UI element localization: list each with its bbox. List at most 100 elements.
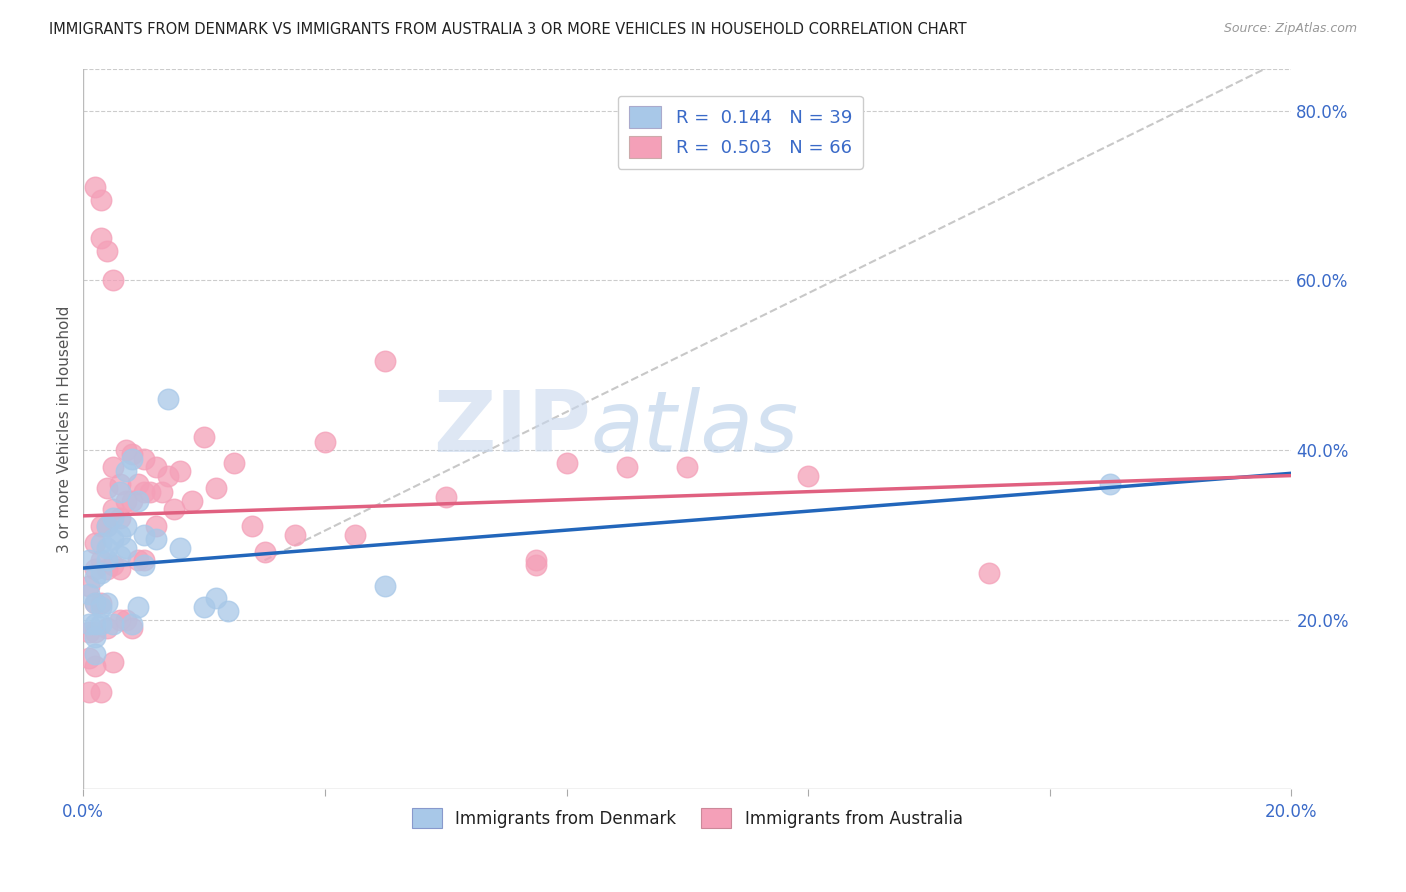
Point xyxy=(284,528,307,542)
Point xyxy=(79,625,101,640)
Text: IMMIGRANTS FROM DENMARK VS IMMIGRANTS FROM AUSTRALIA 3 OR MORE VEHICLES IN HOUSE: IMMIGRANTS FROM DENMARK VS IMMIGRANTS FR… xyxy=(49,22,967,37)
Point xyxy=(103,460,125,475)
Point xyxy=(114,541,136,555)
Point xyxy=(121,447,143,461)
Point xyxy=(108,613,131,627)
Point xyxy=(103,655,125,669)
Point xyxy=(253,545,276,559)
Point xyxy=(163,502,186,516)
Point xyxy=(127,494,149,508)
Point xyxy=(90,231,112,245)
Point xyxy=(169,541,191,555)
Point xyxy=(797,468,820,483)
Point xyxy=(84,647,107,661)
Point xyxy=(132,553,155,567)
Point xyxy=(114,613,136,627)
Point xyxy=(132,485,155,500)
Point xyxy=(114,464,136,478)
Point xyxy=(114,494,136,508)
Point xyxy=(114,519,136,533)
Point xyxy=(79,650,101,665)
Point xyxy=(121,494,143,508)
Point xyxy=(79,684,101,698)
Point xyxy=(84,659,107,673)
Point xyxy=(132,528,155,542)
Point xyxy=(90,596,112,610)
Point xyxy=(79,579,101,593)
Point xyxy=(132,451,155,466)
Point xyxy=(96,541,118,555)
Point xyxy=(676,460,699,475)
Point xyxy=(555,456,578,470)
Point xyxy=(108,528,131,542)
Point xyxy=(205,481,228,495)
Point xyxy=(1099,477,1122,491)
Point xyxy=(108,562,131,576)
Point xyxy=(90,566,112,580)
Point xyxy=(193,430,215,444)
Point xyxy=(90,616,112,631)
Point xyxy=(616,460,638,475)
Point xyxy=(145,532,167,546)
Point xyxy=(103,532,125,546)
Point xyxy=(96,621,118,635)
Point xyxy=(344,528,367,542)
Point xyxy=(145,460,167,475)
Point xyxy=(145,519,167,533)
Point xyxy=(90,193,112,207)
Point xyxy=(314,434,336,449)
Point xyxy=(90,599,112,614)
Point xyxy=(96,553,118,567)
Point xyxy=(84,596,107,610)
Point xyxy=(84,630,107,644)
Point xyxy=(103,558,125,572)
Point xyxy=(103,616,125,631)
Point xyxy=(121,621,143,635)
Point xyxy=(127,599,149,614)
Point xyxy=(84,570,107,584)
Point xyxy=(156,392,179,407)
Text: ZIP: ZIP xyxy=(433,387,591,470)
Point xyxy=(90,519,112,533)
Point xyxy=(181,494,204,508)
Point xyxy=(84,596,107,610)
Point xyxy=(103,502,125,516)
Point xyxy=(205,591,228,606)
Y-axis label: 3 or more Vehicles in Household: 3 or more Vehicles in Household xyxy=(58,305,72,552)
Point xyxy=(121,451,143,466)
Point xyxy=(96,562,118,576)
Point xyxy=(374,579,396,593)
Point xyxy=(96,519,118,533)
Legend: Immigrants from Denmark, Immigrants from Australia: Immigrants from Denmark, Immigrants from… xyxy=(405,801,970,835)
Point xyxy=(96,481,118,495)
Point xyxy=(524,558,547,572)
Point xyxy=(103,511,125,525)
Point xyxy=(79,616,101,631)
Point xyxy=(217,604,239,618)
Point xyxy=(121,616,143,631)
Point xyxy=(108,511,131,525)
Point xyxy=(90,684,112,698)
Point xyxy=(242,519,264,533)
Point xyxy=(127,553,149,567)
Point xyxy=(103,273,125,287)
Point xyxy=(90,553,112,567)
Point xyxy=(90,536,112,550)
Point xyxy=(374,354,396,368)
Point xyxy=(79,587,101,601)
Point xyxy=(150,485,173,500)
Text: Source: ZipAtlas.com: Source: ZipAtlas.com xyxy=(1223,22,1357,36)
Point xyxy=(96,519,118,533)
Point xyxy=(79,553,101,567)
Text: atlas: atlas xyxy=(591,387,799,470)
Point xyxy=(193,599,215,614)
Point xyxy=(84,562,107,576)
Point xyxy=(84,616,107,631)
Point xyxy=(84,536,107,550)
Point xyxy=(169,464,191,478)
Point xyxy=(156,468,179,483)
Point xyxy=(979,566,1001,580)
Point xyxy=(524,553,547,567)
Point xyxy=(108,549,131,563)
Point xyxy=(224,456,246,470)
